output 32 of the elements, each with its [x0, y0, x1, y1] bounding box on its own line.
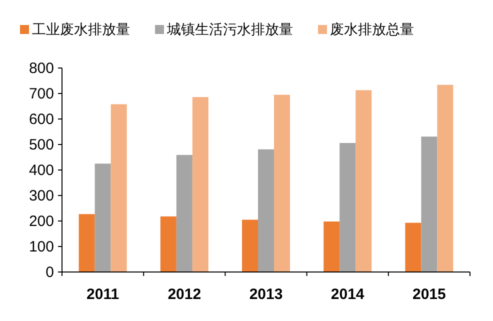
bar	[421, 136, 438, 272]
bar	[94, 164, 111, 272]
bar	[405, 222, 422, 272]
bar	[160, 216, 176, 272]
x-tick-label: 2013	[249, 286, 283, 303]
y-tick-label: 100	[28, 238, 54, 256]
legend-label: 城镇生活污水排放量	[166, 21, 293, 37]
bar	[176, 154, 192, 272]
y-tick-label: 700	[28, 86, 54, 102]
bar	[437, 84, 454, 272]
bar	[324, 222, 340, 272]
bar	[192, 97, 208, 272]
y-tick-label: 400	[28, 162, 54, 179]
y-tick-label: 600	[28, 111, 54, 128]
bar	[356, 90, 372, 272]
bar	[78, 214, 95, 272]
y-tick-label: 800	[28, 60, 54, 77]
legend-label: 废水排放总量	[330, 21, 414, 37]
x-tick-label: 2014	[330, 286, 365, 303]
y-tick-label: 200	[28, 213, 54, 230]
bar	[274, 94, 290, 272]
bar	[340, 142, 356, 272]
x-tick-label: 2011	[86, 286, 120, 303]
y-tick-label: 300	[28, 188, 54, 204]
x-tick-label: 2015	[412, 286, 446, 303]
y-tick-label: 500	[28, 136, 54, 154]
bar	[258, 149, 274, 272]
y-tick-label: 0	[46, 264, 54, 281]
x-tick-label: 2012	[168, 286, 202, 303]
bar	[110, 104, 127, 272]
legend-label: 工业废水排放量	[32, 21, 130, 37]
bar	[242, 220, 258, 272]
